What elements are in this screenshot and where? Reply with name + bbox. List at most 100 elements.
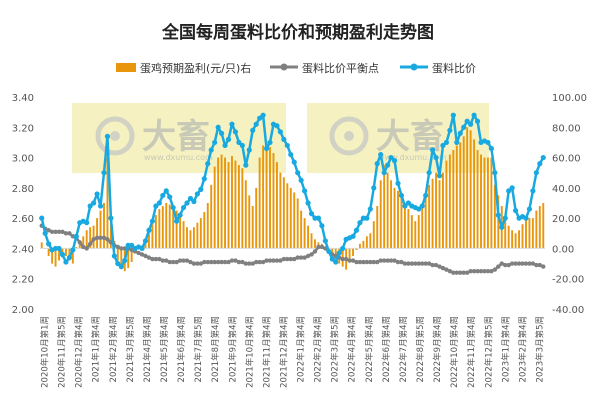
breakeven-point: [53, 229, 58, 234]
ratio-point: [253, 121, 259, 127]
profit-bar: [51, 248, 54, 264]
breakeven-point: [468, 268, 473, 274]
breakeven-point: [399, 259, 404, 265]
ratio-point: [305, 200, 311, 206]
ratio-point: [350, 233, 356, 239]
breakeven-point: [298, 255, 304, 260]
ratio-point: [495, 212, 501, 218]
profit-bar: [303, 218, 306, 249]
x-tick-label: 2021年10月第4周: [244, 316, 255, 388]
profit-bar: [400, 196, 403, 249]
ratio-point: [315, 215, 322, 221]
profit-bar: [348, 248, 351, 263]
breakeven-point: [81, 244, 86, 250]
breakeven-point: [482, 268, 487, 274]
profit-bar: [64, 248, 67, 256]
ratio-point: [326, 248, 332, 255]
breakeven-point: [447, 268, 453, 274]
breakeven-point: [423, 261, 428, 266]
profit-bar: [531, 218, 534, 249]
ratio-point: [426, 170, 432, 176]
breakeven-point: [177, 258, 183, 263]
x-axis: 2020年10月第1周 2020年11月第5周 2020年12月第4周 2021年1月…: [40, 316, 546, 388]
legend-marker-ratio: [410, 63, 418, 71]
chart-title: 全国每周蛋料比价和预期盈利走势图: [161, 22, 434, 43]
watermark-logo-right: [329, 116, 369, 156]
profit-bar: [372, 221, 375, 249]
left-tick-label: 2.40: [12, 244, 34, 255]
ratio-point: [450, 112, 456, 118]
profit-bar: [179, 215, 182, 249]
profit-bar: [220, 154, 223, 249]
profit-bar: [403, 203, 406, 249]
profit-bar: [538, 206, 541, 249]
profit-bar: [431, 178, 434, 249]
ratio-point: [488, 145, 494, 152]
profit-bar: [68, 248, 71, 261]
profit-bar: [369, 233, 372, 249]
ratio-point: [499, 224, 505, 230]
ratio-point: [440, 142, 446, 149]
ratio-point: [194, 191, 200, 197]
ratio-point: [353, 227, 360, 233]
profit-bar: [289, 187, 292, 249]
x-tick-label: 2022年11月第4周: [466, 316, 477, 388]
breakeven-point: [229, 258, 235, 263]
breakeven-point: [509, 261, 515, 266]
profit-bar: [40, 242, 43, 249]
profit-bar: [282, 177, 285, 249]
profit-bar: [393, 187, 396, 249]
ratio-point: [423, 192, 429, 199]
profit-bar: [130, 248, 133, 263]
profit-bar: [435, 172, 437, 249]
ratio-point: [281, 136, 287, 142]
ratio-point: [84, 220, 90, 226]
ratio-point: [215, 124, 221, 130]
ratio-point: [506, 188, 512, 194]
ratio-point: [357, 220, 363, 226]
x-tick-label: 2022年4月第4周: [347, 316, 358, 382]
ratio-point: [302, 188, 308, 194]
breakeven-point: [91, 237, 96, 242]
ratio-point: [492, 170, 498, 176]
profit-bar: [168, 204, 171, 249]
ratio-point: [429, 147, 436, 153]
x-tick-label: 2021年12月第4周: [278, 316, 289, 388]
ratio-point: [471, 112, 477, 118]
breakeven-point: [437, 264, 442, 269]
breakeven-point: [347, 258, 352, 263]
profit-bar: [182, 221, 185, 249]
ratio-point: [364, 215, 370, 221]
breakeven-point: [143, 253, 148, 259]
breakeven-point: [167, 259, 172, 265]
legend-label-profit: 蛋鸡预期盈利(元/只)右: [140, 61, 251, 75]
profit-bar: [217, 157, 220, 249]
left-tick-label: 3.00: [12, 154, 34, 165]
breakeven-point: [271, 258, 276, 263]
legend-label-ratio: 蛋料比价: [432, 61, 476, 75]
ratio-point: [388, 154, 394, 161]
profit-bar: [127, 248, 130, 269]
profit-bar: [310, 233, 313, 249]
profit-bar: [151, 224, 154, 249]
x-tick-label: 2022年5月第4周: [364, 316, 375, 382]
breakeven-point: [464, 270, 470, 275]
ratio-point: [115, 260, 121, 267]
ratio-point: [170, 204, 176, 211]
ratio-point: [156, 200, 162, 206]
ratio-point: [160, 192, 166, 199]
breakeven-point: [191, 261, 197, 266]
breakeven-point: [385, 258, 390, 263]
x-tick-label: 2022年6月第4周: [381, 316, 392, 382]
ratio-point: [447, 127, 453, 133]
profit-bar: [265, 146, 268, 249]
breakeven-point: [184, 258, 190, 263]
ratio-point: [319, 223, 325, 229]
profit-bar: [352, 248, 354, 256]
breakeven-point: [250, 261, 255, 266]
profit-bar: [438, 180, 441, 249]
profit-bar: [286, 183, 289, 249]
ratio-point: [298, 177, 304, 183]
breakeven-point: [305, 253, 311, 259]
ratio-point: [274, 123, 280, 129]
